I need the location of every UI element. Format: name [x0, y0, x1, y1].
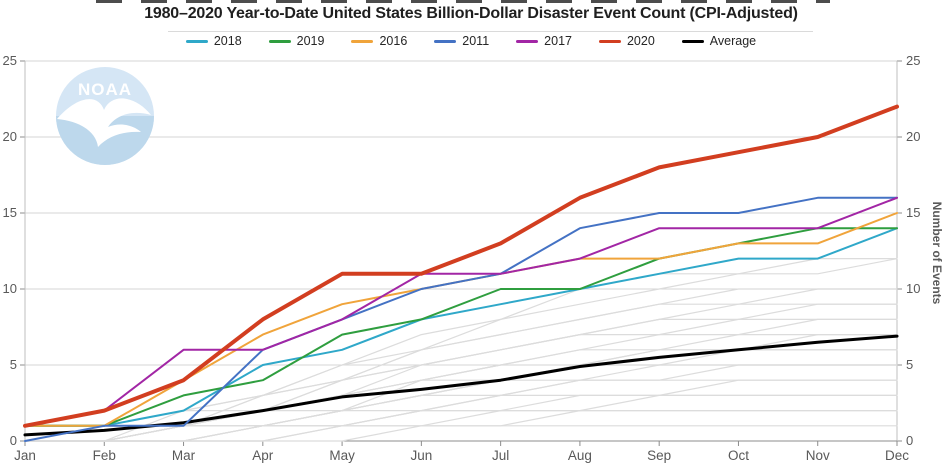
legend-swatch-average	[681, 39, 704, 43]
x-axis-label: May	[329, 448, 355, 463]
x-axis-label: Feb	[93, 448, 116, 463]
y-axis-title: Number of Events	[930, 202, 942, 305]
y-axis-label-left: 15	[3, 205, 17, 220]
y-axis-label-left: 5	[10, 357, 17, 372]
y-axis-label-left: 25	[3, 53, 17, 68]
noaa-logo-text: NOAA	[78, 80, 132, 99]
x-axis-label: Aug	[568, 448, 592, 463]
series-line-2019	[24, 227, 898, 427]
x-axis-label: Nov	[806, 448, 830, 463]
x-axis-label: Jan	[14, 448, 36, 463]
legend-label: 2016	[379, 34, 408, 48]
legend-item-2020: 2020	[598, 34, 655, 48]
legend-item-2017: 2017	[516, 34, 572, 48]
series-line-2020	[23, 104, 899, 428]
y-axis-label-left: 20	[3, 129, 17, 144]
y-axis-label-right: 0	[906, 433, 913, 448]
x-axis-label: Sep	[647, 448, 671, 463]
legend-swatch-2018	[185, 39, 208, 43]
legend-swatch-2020	[598, 39, 621, 43]
legend-swatch-2011	[434, 39, 457, 43]
y-axis-label-right: 15	[906, 205, 920, 220]
background-year-line	[24, 425, 898, 442]
y-axis-label-right: 20	[906, 129, 920, 144]
background-year-line	[24, 258, 898, 442]
legend-divider-line	[168, 31, 813, 32]
x-axis-label: Mar	[172, 448, 196, 463]
x-axis-label: Jun	[410, 448, 432, 463]
legend-item-2019: 2019	[268, 34, 325, 48]
legend-swatch-2017	[516, 39, 539, 43]
y-axis-label-right: 10	[906, 281, 920, 296]
x-axis-label: Dec	[885, 448, 909, 463]
legend-swatch-2016	[351, 39, 374, 43]
y-axis-label-right: 25	[906, 53, 920, 68]
y-axis-label-left: 0	[10, 433, 17, 448]
legend-label: 2017	[544, 34, 572, 48]
legend-item-2011: 2011	[434, 34, 489, 48]
legend-item-average: Average	[681, 34, 757, 48]
legend-item-2016: 2016	[351, 34, 407, 48]
legend-swatch-2019	[268, 39, 291, 43]
series-line-average	[23, 334, 899, 437]
x-axis-label: Oct	[728, 448, 749, 463]
legend-label: 2019	[296, 34, 325, 48]
y-axis-label-right: 5	[906, 357, 913, 372]
x-axis-label: Jul	[492, 448, 509, 463]
chart-legend: 2018 2019 2016 2011 2017 2020 Average	[0, 34, 942, 48]
series-line-2017	[24, 196, 898, 427]
legend-label: 2018	[213, 34, 242, 48]
x-axis-label: Apr	[252, 448, 274, 463]
legend-label: Average	[709, 34, 757, 48]
series-line-2011	[24, 196, 898, 442]
legend-label: 2011	[462, 34, 490, 48]
y-axis-label-left: 10	[3, 281, 17, 296]
legend-label: 2020	[626, 34, 655, 48]
legend-item-2018: 2018	[185, 34, 242, 48]
series-line-2018	[24, 227, 898, 427]
chart-title: 1980–2020 Year-to-Date United States Bil…	[144, 5, 798, 22]
top-dashed-border	[96, 0, 830, 3]
noaa-logo-bird	[57, 98, 151, 147]
